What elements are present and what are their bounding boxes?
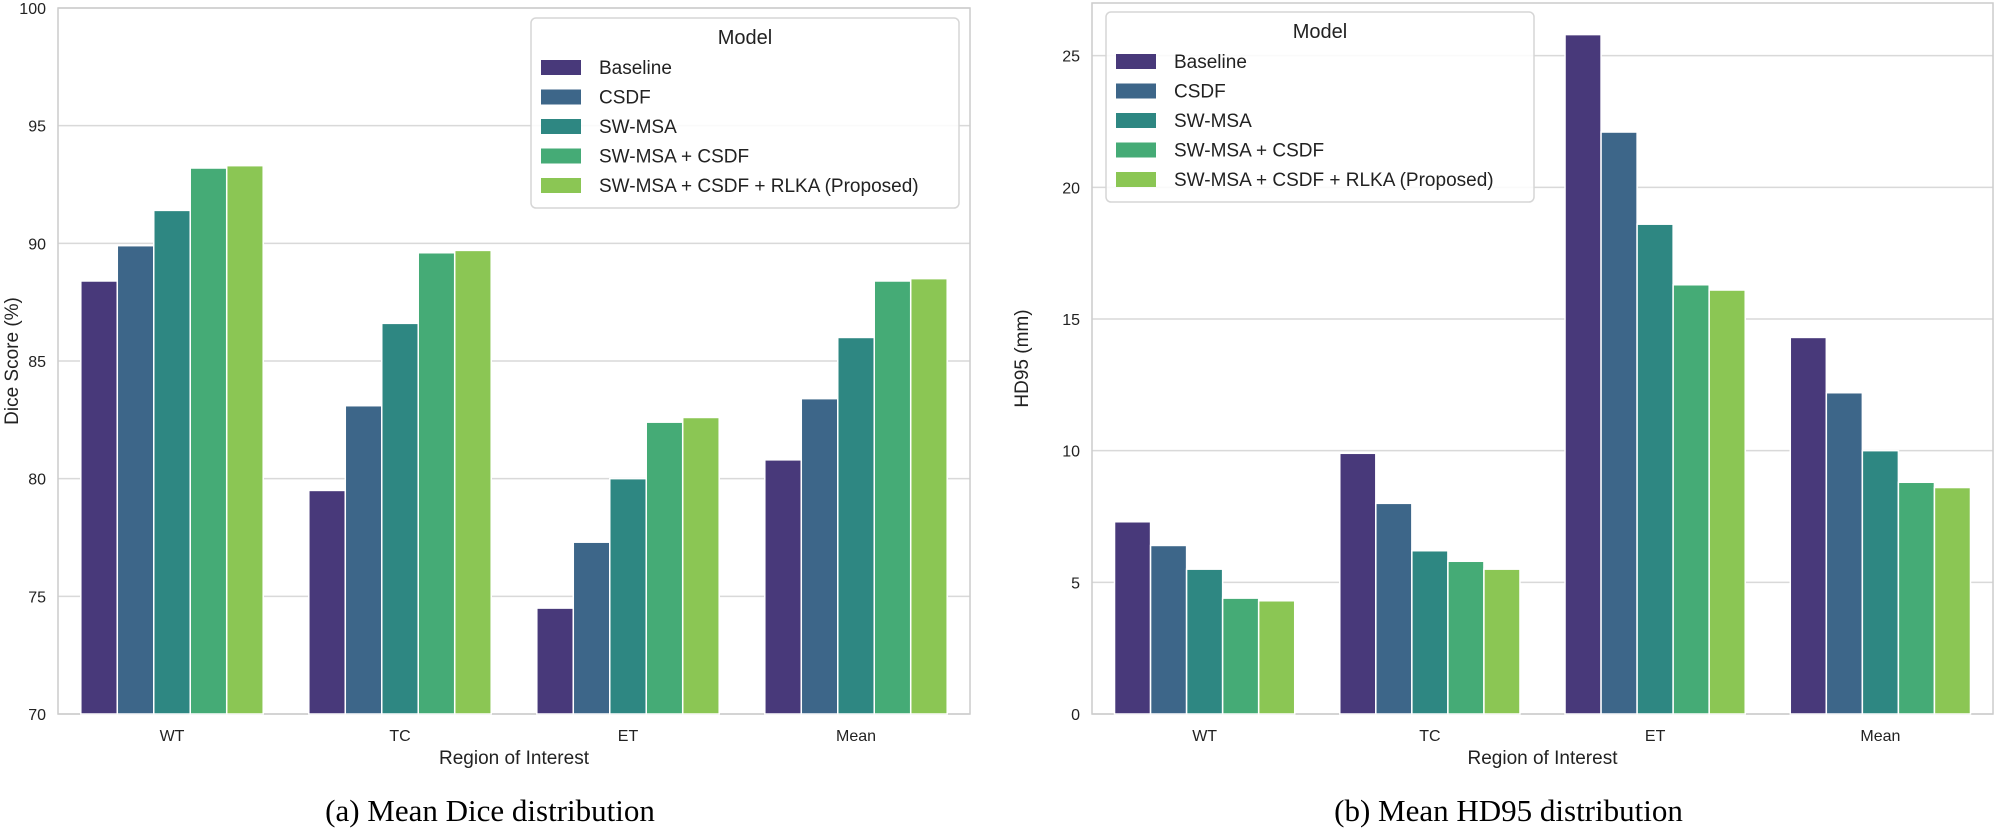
bar — [417, 251, 456, 715]
bar — [1447, 560, 1485, 715]
legend-swatch — [1116, 113, 1156, 128]
legend-box — [1105, 11, 1535, 203]
legend-title: Model — [1293, 21, 1347, 43]
legend-entry: SW-MSA + CSDF + RLKA (Proposed) — [599, 176, 919, 197]
legend-entry: CSDF — [1174, 82, 1226, 103]
y-tick-label: 75 — [28, 589, 46, 606]
plot-frame — [57, 7, 971, 715]
x-tick-label: Mean — [836, 728, 876, 745]
caption-dice: (a) Mean Dice distribution — [325, 793, 655, 828]
x-tick-label: ET — [1645, 728, 1666, 745]
bar — [1149, 544, 1188, 715]
legend-entry: SW-MSA — [1174, 111, 1252, 132]
legend: Model Baseline CSDF SW-MSA SW-MSA + CSDF SW-M… — [1105, 11, 1535, 203]
y-tick-label: 10 — [1062, 444, 1080, 461]
legend-swatch — [1116, 54, 1156, 69]
legend-entry: SW-MSA + CSDF + RLKA (Proposed) — [1174, 170, 1494, 191]
legend-title: Model — [718, 27, 772, 49]
bar — [1257, 600, 1296, 715]
bar — [1411, 549, 1449, 715]
caption-hd95: (b) Mean HD95 distribution — [1334, 793, 1683, 828]
bar — [1600, 131, 1638, 715]
x-tick-label: WT — [1192, 728, 1217, 745]
legend-entry: SW-MSA + CSDF — [1174, 141, 1324, 162]
bar — [1636, 223, 1674, 715]
bar — [837, 336, 875, 715]
y-tick-label: 0 — [1071, 707, 1080, 724]
legend-entry: CSDF — [599, 88, 651, 109]
bar — [1825, 391, 1864, 715]
y-tick-label: 25 — [1062, 49, 1080, 66]
y-tick-label: 95 — [28, 119, 46, 136]
legend-swatch — [1116, 172, 1156, 187]
x-tick-label: TC — [1419, 728, 1440, 745]
legend: Model Baseline CSDF SW-MSA SW-MSA + CSDF SW-M… — [530, 17, 960, 209]
y-tick-label: 5 — [1071, 575, 1080, 592]
plot-frame — [1091, 2, 1994, 715]
x-axis-label: Region of Interest — [1468, 748, 1619, 769]
bar — [344, 404, 383, 715]
y-tick-label: 80 — [28, 472, 46, 489]
bar — [572, 541, 611, 715]
legend-swatch — [1116, 83, 1156, 99]
bar — [1789, 336, 1828, 715]
x-tick-label: TC — [389, 728, 410, 745]
x-tick-label: WT — [160, 728, 185, 745]
bar — [909, 277, 948, 715]
y-tick-label: 90 — [28, 236, 46, 253]
legend-swatch — [541, 89, 581, 105]
bar — [225, 164, 264, 715]
y-tick-label: 20 — [1062, 180, 1080, 197]
bar — [1564, 33, 1602, 715]
x-tick-label: Mean — [1860, 728, 1900, 745]
bar — [1113, 521, 1152, 715]
y-tick-label: 70 — [28, 707, 46, 724]
legend-entry: Baseline — [1174, 52, 1247, 73]
bar — [116, 244, 155, 715]
bar — [1708, 289, 1746, 715]
y-axis-label: Dice Score (%) — [2, 297, 23, 425]
bar — [381, 322, 419, 715]
legend-swatch — [541, 178, 581, 193]
bar — [1221, 597, 1260, 715]
legend-box — [530, 17, 960, 209]
y-tick-label: 85 — [28, 354, 46, 371]
legend-swatch — [541, 119, 581, 134]
legend-swatch — [541, 60, 581, 75]
y-tick-label: 100 — [19, 1, 46, 18]
x-axis-label: Region of Interest — [439, 748, 590, 769]
bar — [1672, 284, 1710, 715]
bar — [536, 607, 575, 715]
legend-swatch — [541, 148, 581, 164]
bar — [308, 489, 347, 715]
bar — [1339, 452, 1377, 715]
hd95-bar-chart: 0 5 10 15 20 25 WT TC ET Mean Region of Interest HD… — [1012, 2, 1994, 769]
bar — [873, 280, 912, 715]
y-tick-label: 15 — [1062, 312, 1080, 329]
bar — [80, 280, 119, 715]
legend-entry: Baseline — [599, 58, 672, 79]
bar — [1897, 481, 1936, 715]
bar — [1375, 502, 1413, 715]
bar — [609, 477, 647, 715]
bar — [800, 397, 839, 715]
chart-panel-hd95: 0 5 10 15 20 25 WT TC ET Mean Region of Interest HD… — [1010, 0, 2007, 836]
bar — [1861, 449, 1900, 715]
legend-entry: SW-MSA + CSDF — [599, 147, 749, 168]
legend-entry: SW-MSA — [599, 117, 677, 138]
legend-swatch — [1116, 142, 1156, 158]
bar — [153, 209, 191, 715]
bar — [1185, 568, 1224, 715]
bar — [453, 249, 492, 715]
chart-panel-dice: 70 75 80 85 90 95 100 WT TC ET Mean Region of Inter… — [0, 0, 980, 836]
dice-bar-chart: 70 75 80 85 90 95 100 WT TC ET Mean Region of Inter… — [2, 1, 971, 769]
bar — [681, 416, 720, 715]
y-axis-label: HD95 (mm) — [1012, 309, 1033, 407]
bar — [1483, 568, 1521, 715]
bar — [1933, 486, 1972, 715]
bar — [645, 421, 684, 715]
x-tick-label: ET — [618, 728, 639, 745]
bar — [764, 459, 803, 715]
bar — [189, 167, 228, 715]
